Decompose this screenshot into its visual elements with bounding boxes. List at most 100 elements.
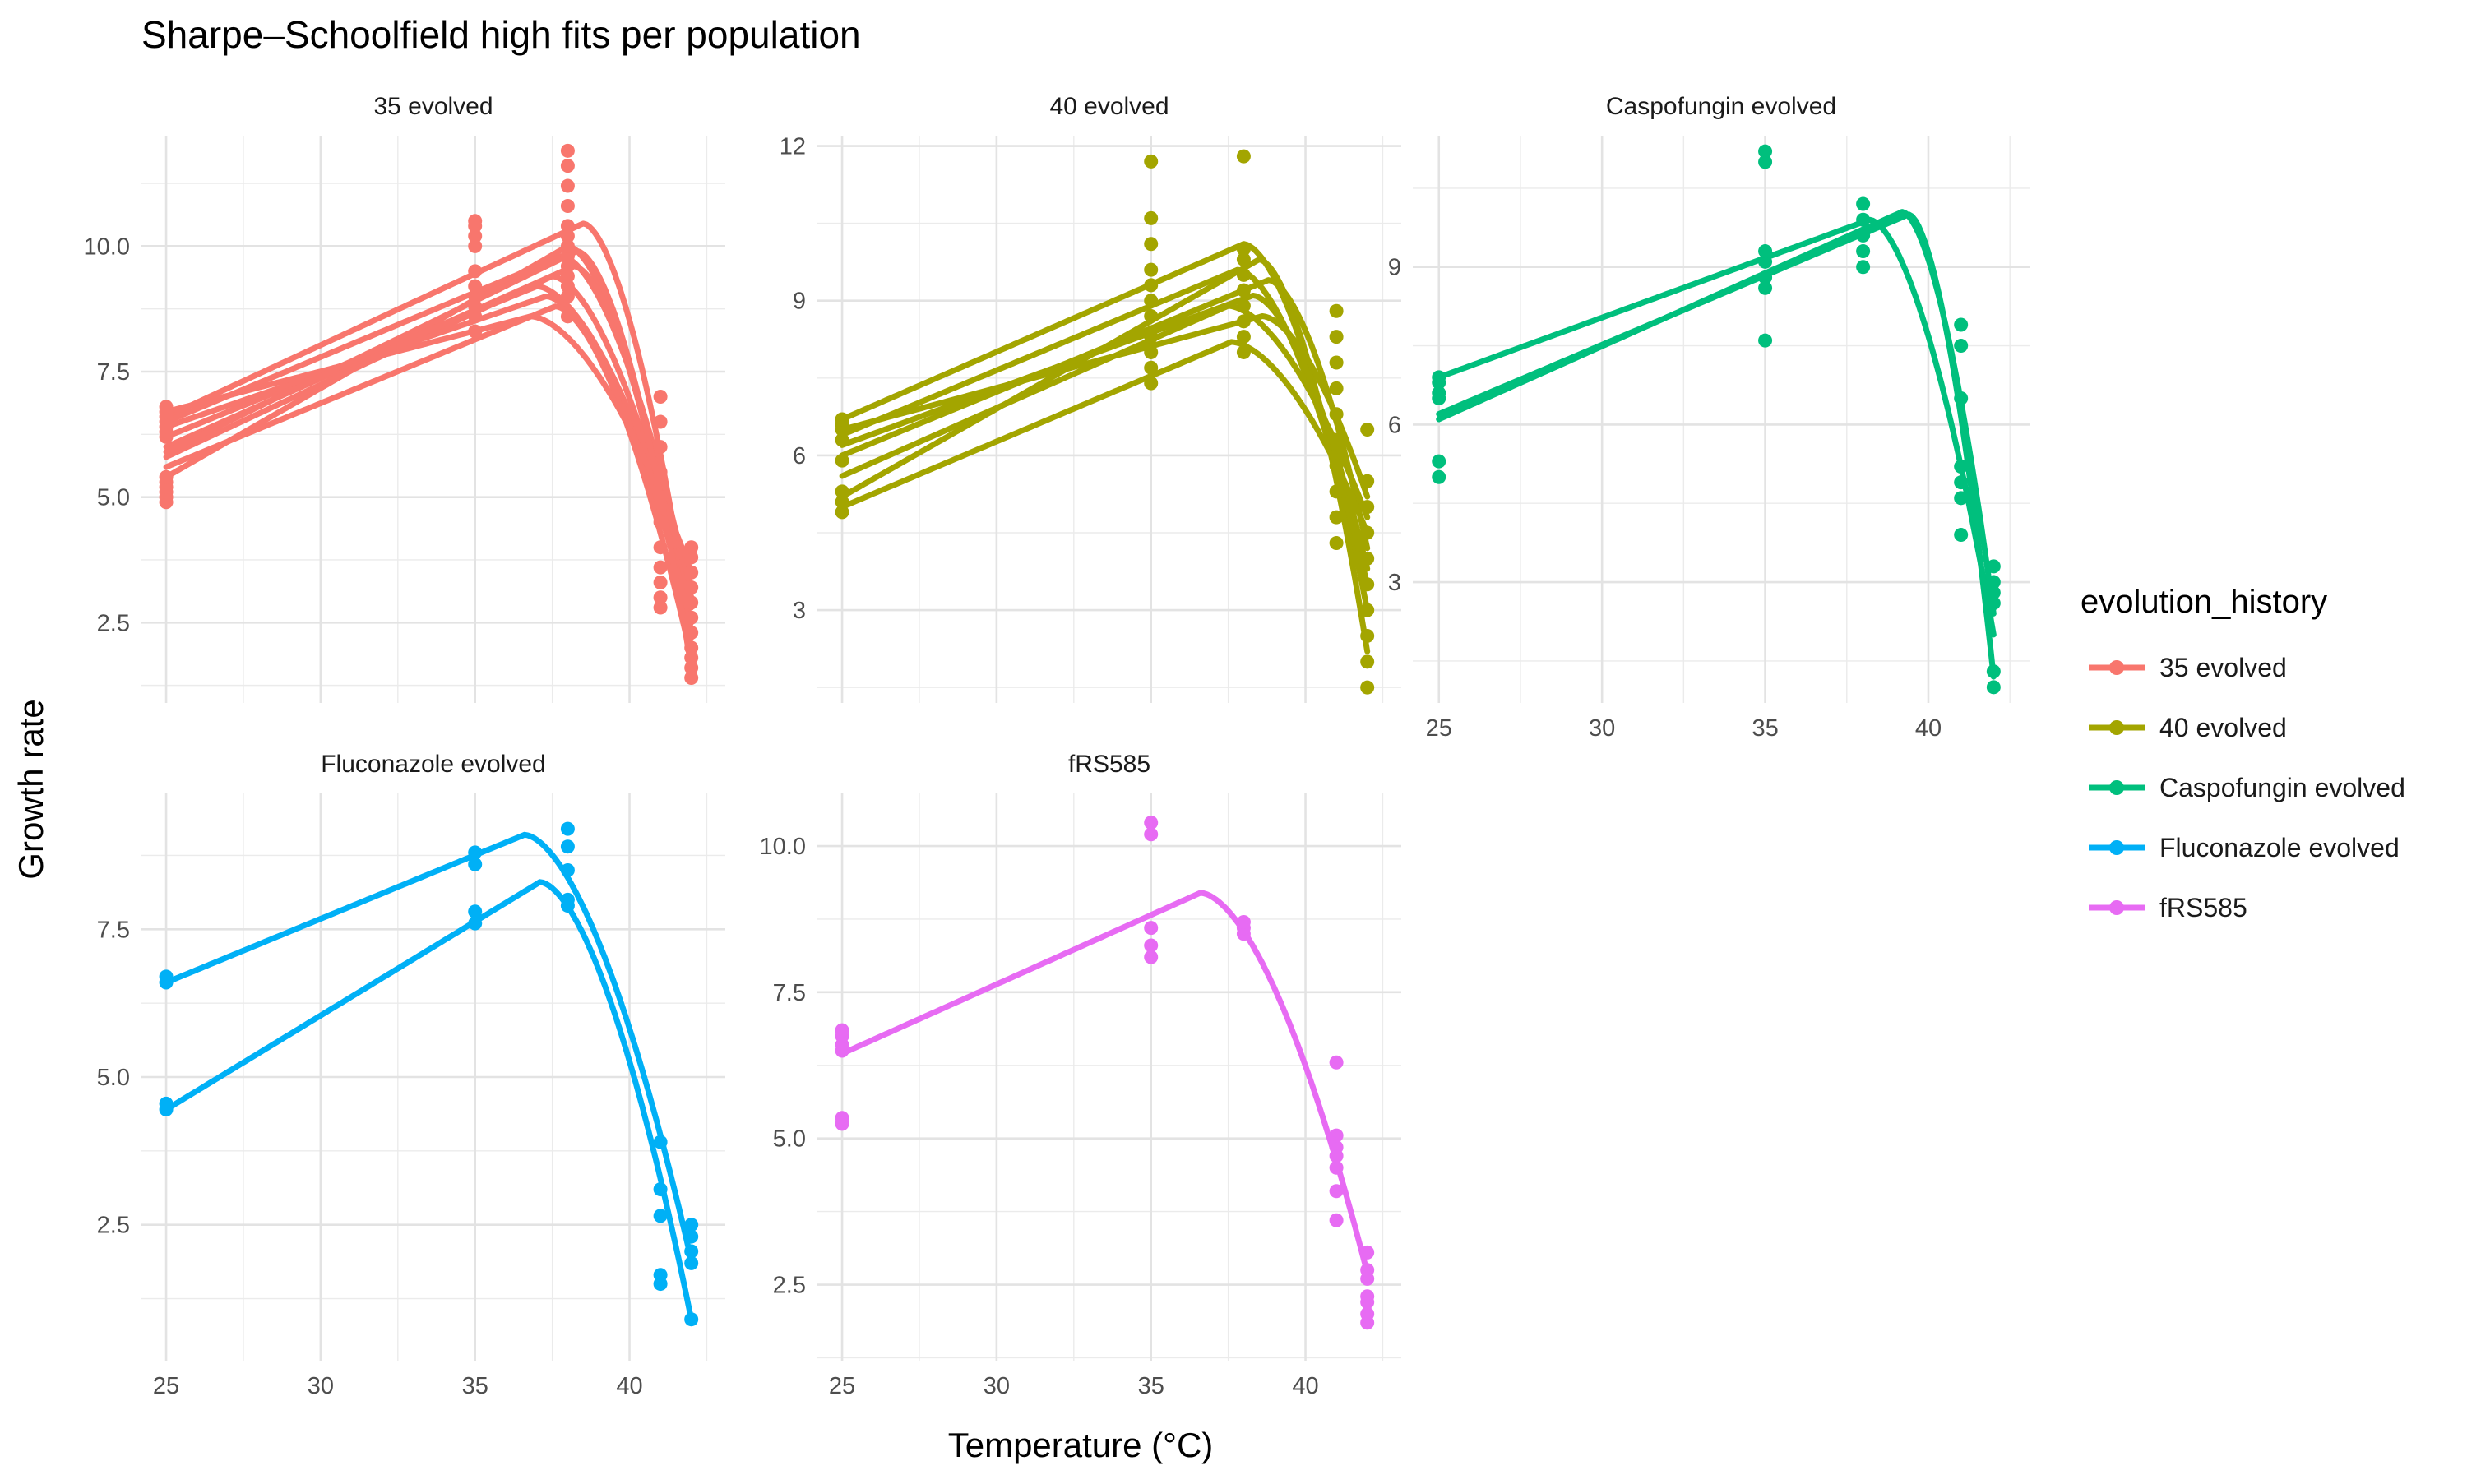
data-point <box>560 892 575 907</box>
data-point <box>159 400 174 414</box>
data-point <box>1856 260 1871 275</box>
legend-key-point <box>2109 720 2124 735</box>
data-point <box>560 198 575 213</box>
x-tick-label: 30 <box>984 1373 1010 1399</box>
data-point <box>1144 330 1159 344</box>
y-tick-label: 7.5 <box>773 980 806 1006</box>
fit-curve <box>1436 211 1997 680</box>
panel-strip-label: 35 evolved <box>373 93 493 120</box>
data-point <box>835 505 849 520</box>
data-point <box>1236 149 1251 164</box>
data-point <box>468 845 483 860</box>
data-point <box>1856 196 1871 211</box>
data-point <box>560 289 575 303</box>
data-point <box>1144 154 1159 169</box>
data-point <box>1329 510 1344 525</box>
data-point <box>1954 491 1969 506</box>
data-point <box>684 1229 699 1244</box>
data-point <box>1360 423 1375 437</box>
legend-label: Caspofungin evolved <box>2159 773 2405 802</box>
data-point <box>1986 664 2001 679</box>
legend-item-fluconazole-evolved: Fluconazole evolved <box>2089 833 2400 862</box>
data-point <box>1236 242 1251 257</box>
data-point <box>835 432 849 447</box>
data-point <box>1360 525 1375 540</box>
chart-title: Sharpe–Schoolfield high fits per populat… <box>141 13 861 56</box>
data-point <box>1144 360 1159 375</box>
data-point <box>1432 370 1446 385</box>
data-point <box>1329 1184 1344 1199</box>
data-point <box>1856 244 1871 259</box>
data-point <box>1236 330 1251 344</box>
data-point <box>1329 381 1344 395</box>
data-point <box>159 1096 174 1111</box>
x-tick-label: 25 <box>1426 715 1452 742</box>
data-point <box>560 279 575 294</box>
data-point <box>1432 469 1446 484</box>
data-point <box>1360 654 1375 669</box>
data-point <box>1144 376 1159 391</box>
data-point <box>684 580 699 595</box>
data-point <box>1236 298 1251 313</box>
x-tick-label: 35 <box>1138 1373 1164 1399</box>
data-point <box>1236 914 1251 929</box>
data-point <box>1360 603 1375 617</box>
data-point <box>159 469 174 484</box>
data-point <box>1144 278 1159 293</box>
data-point <box>1144 210 1159 225</box>
legend-items: 35 evolved 40 evolved Caspofungin evolved F… <box>2089 653 2405 922</box>
y-tick-label: 2.5 <box>97 610 130 636</box>
legend-label: 40 evolved <box>2159 713 2287 742</box>
panel-caspofungin-evolved: Caspofungin evolved 3 6 9 25 30 35 40 <box>1388 93 2030 742</box>
data-point <box>1329 1140 1344 1154</box>
fit-curve <box>1436 209 1997 617</box>
data-point <box>684 1244 699 1259</box>
data-point <box>159 969 174 984</box>
data-point <box>1236 283 1251 298</box>
data-point <box>468 229 483 243</box>
data-point <box>1954 339 1969 354</box>
y-tick-label: 12 <box>780 134 806 160</box>
data-point <box>468 916 483 931</box>
x-tick-label: 25 <box>153 1373 179 1399</box>
data-point <box>468 279 483 294</box>
panel-strip-label: 40 evolved <box>1049 93 1169 120</box>
y-tick-label: 5.0 <box>97 1065 130 1091</box>
data-point <box>1758 144 1773 159</box>
data-point <box>560 821 575 836</box>
data-point <box>1758 254 1773 269</box>
x-tick-label: 40 <box>1915 715 1942 742</box>
x-axis-label: Temperature (°C) <box>948 1426 1214 1464</box>
data-point <box>1954 528 1969 543</box>
legend-title: evolution_history <box>2081 584 2327 620</box>
data-point <box>835 1111 849 1126</box>
data-point <box>468 324 483 339</box>
data-point <box>1954 391 1969 405</box>
panel-strip-label: Caspofungin evolved <box>1606 93 1836 120</box>
data-point <box>560 178 575 193</box>
data-point <box>653 1209 668 1223</box>
y-tick-label: 10.0 <box>84 233 130 260</box>
fit-curve <box>839 293 1371 572</box>
data-point <box>1144 344 1159 359</box>
data-point <box>560 229 575 243</box>
data-point <box>560 219 575 233</box>
data-point <box>468 264 483 279</box>
data-point <box>653 465 668 479</box>
legend-key-point <box>2109 840 2124 855</box>
data-point <box>1360 577 1375 592</box>
data-point <box>1329 1160 1344 1175</box>
data-point <box>1329 330 1344 344</box>
data-point <box>653 600 668 615</box>
data-point <box>684 1255 699 1270</box>
data-point <box>1758 280 1773 295</box>
data-point <box>468 857 483 871</box>
data-point <box>684 650 699 665</box>
data-point <box>1856 228 1871 243</box>
data-point <box>468 238 483 253</box>
legend-key-point <box>2109 900 2124 915</box>
data-point <box>653 575 668 589</box>
legend-item-frs585: fRS585 <box>2089 893 2247 922</box>
data-point <box>684 540 699 555</box>
